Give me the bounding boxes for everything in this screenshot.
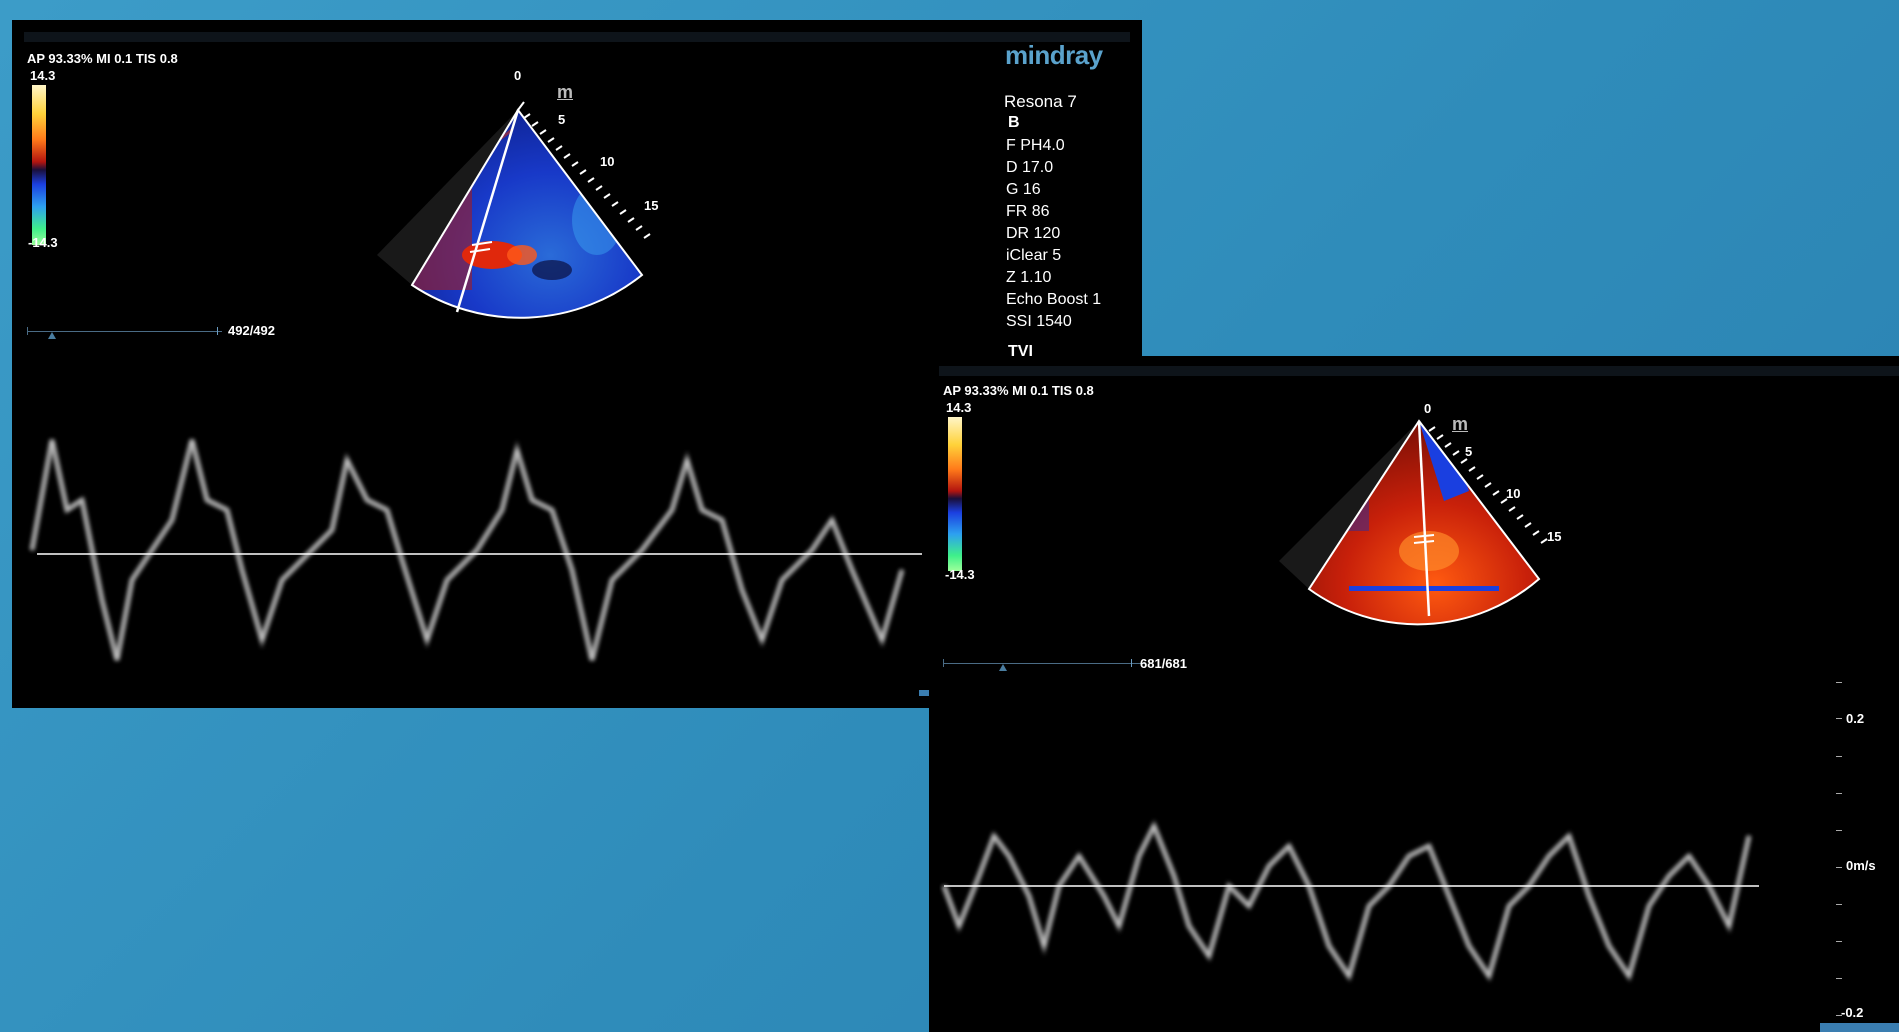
sector-m-logo: m xyxy=(557,82,574,102)
color-doppler-sector xyxy=(377,101,651,319)
frame-scrollbar-track-right xyxy=(943,663,1146,664)
frame-scrollbar-thumb-right[interactable] xyxy=(999,664,1007,671)
velocity-scale-bottom: -0.2 xyxy=(1841,1005,1864,1020)
depth-mark-10-right: 10 xyxy=(1506,486,1521,501)
setting-echo-boost: Echo Boost 1 xyxy=(1006,291,1102,308)
doppler-spectrum-right xyxy=(941,819,1759,982)
depth-mark-5: 5 xyxy=(558,112,566,127)
velocity-tick xyxy=(1836,1015,1842,1016)
setting-dynamic-range: DR 120 xyxy=(1006,225,1061,242)
frame-scrollbar-end-right[interactable] xyxy=(1131,659,1132,667)
depth-mark-10: 10 xyxy=(600,154,615,169)
setting-frequency: F PH4.0 xyxy=(1006,137,1065,154)
top-status-strip xyxy=(24,32,1130,42)
depth-mark-0-right: 0 xyxy=(1424,401,1432,416)
left-corner-marker xyxy=(919,690,929,696)
color-scale-max-right: 14.3 xyxy=(946,400,972,415)
setting-iclear: iClear 5 xyxy=(1006,247,1062,264)
color-scale-min: -14.3 xyxy=(28,235,58,250)
frame-counter-right: 681/681 xyxy=(1140,656,1187,671)
depth-mark-15-right: 15 xyxy=(1547,529,1562,544)
color-doppler-sector-right xyxy=(1279,419,1548,626)
depth-mark-0: 0 xyxy=(514,68,522,83)
frame-scrollbar-start-right xyxy=(943,659,944,667)
depth-mark-5-right: 5 xyxy=(1465,444,1473,459)
ultrasound-screen-right: AP 93.33% MI 0.1 TIS 0.8 14.3 -14.3 xyxy=(929,356,1899,1032)
bottom-right-marker xyxy=(1820,1023,1899,1032)
color-scale-bar xyxy=(32,85,46,245)
velocity-scale-top: 0.2 xyxy=(1846,711,1865,726)
device-name: Resona 7 xyxy=(1004,92,1077,111)
frame-scrollbar-thumb[interactable] xyxy=(48,332,56,339)
color-scale-bar-right xyxy=(948,417,962,571)
velocity-tick xyxy=(1836,830,1842,831)
velocity-tick xyxy=(1836,941,1842,942)
doppler-spectrum-left xyxy=(29,439,922,661)
frame-scrollbar-end[interactable] xyxy=(217,327,218,335)
acoustic-params: AP 93.33% MI 0.1 TIS 0.8 xyxy=(27,51,178,66)
frame-counter: 492/492 xyxy=(228,323,275,338)
frame-scrollbar-track xyxy=(27,331,222,332)
setting-zoom: Z 1.10 xyxy=(1006,269,1052,286)
setting-frame-rate: FR 86 xyxy=(1006,203,1050,220)
setting-ssi: SSI 1540 xyxy=(1006,313,1072,330)
velocity-scale-zero: 0m/s xyxy=(1846,858,1876,873)
velocity-tick xyxy=(1836,978,1842,979)
acoustic-params-right: AP 93.33% MI 0.1 TIS 0.8 xyxy=(943,383,1094,398)
velocity-tick xyxy=(1836,756,1842,757)
setting-depth: D 17.0 xyxy=(1006,159,1054,176)
frame-scrollbar-start xyxy=(27,327,28,335)
sector-m-logo-right: m xyxy=(1452,414,1469,434)
velocity-tick xyxy=(1836,682,1842,683)
mindray-logo: mindray xyxy=(1005,40,1103,70)
depth-mark-15: 15 xyxy=(644,198,659,213)
velocity-tick xyxy=(1836,867,1842,868)
setting-gain: G 16 xyxy=(1006,181,1041,198)
trace-mode: TVI xyxy=(1008,343,1033,360)
color-scale-min-right: -14.3 xyxy=(945,567,975,582)
velocity-tick xyxy=(1836,793,1842,794)
top-status-strip-right xyxy=(939,366,1899,376)
velocity-tick xyxy=(1836,718,1842,719)
velocity-tick xyxy=(1836,904,1842,905)
imaging-mode: B xyxy=(1008,114,1020,131)
color-scale-max: 14.3 xyxy=(30,68,56,83)
